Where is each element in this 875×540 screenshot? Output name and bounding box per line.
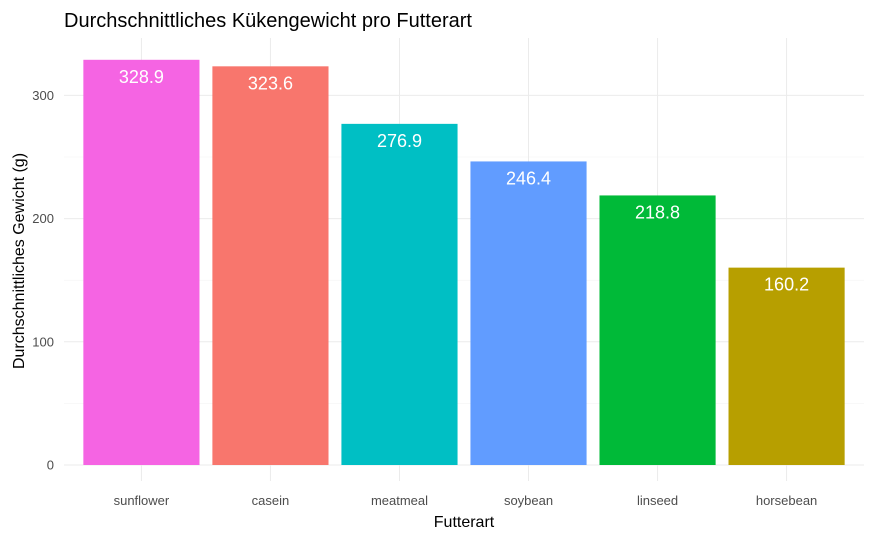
data-label-casein: 323.6 [248, 73, 293, 93]
bar-casein [212, 66, 329, 465]
bars [83, 59, 845, 466]
x-tick-label-sunflower: sunflower [114, 493, 170, 508]
x-tick-label-linseed: linseed [637, 493, 678, 508]
data-labels: 328.9 323.6 276.9 246.4 218.8 160.2 [119, 67, 809, 295]
x-axis-ticks: sunflower casein meatmeal soybean linseed hor… [114, 493, 818, 508]
data-label-sunflower: 328.9 [119, 67, 164, 87]
data-label-horsebean: 160.2 [764, 275, 809, 295]
bar-meatmeal [341, 123, 458, 466]
y-tick-label: 300 [32, 88, 54, 103]
y-tick-label: 100 [32, 334, 54, 349]
bar-sunflower [83, 59, 200, 466]
data-label-soybean: 246.4 [506, 168, 551, 188]
data-label-meatmeal: 276.9 [377, 131, 422, 151]
y-tick-label: 0 [47, 458, 54, 473]
y-tick-label: 200 [32, 211, 54, 226]
x-axis-title: Futterart [434, 514, 495, 531]
chart-title: Durchschnittliches Kükengewicht pro Futt… [64, 10, 472, 32]
bar-linseed [599, 195, 716, 465]
y-axis-title: Durchschnittliches Gewicht (g) [11, 153, 28, 369]
bar-horsebean [728, 267, 845, 465]
x-tick-label-horsebean: horsebean [756, 493, 817, 508]
y-axis-ticks: 0 100 200 300 [32, 88, 54, 473]
x-tick-label-casein: casein [252, 493, 290, 508]
data-label-linseed: 218.8 [635, 202, 680, 222]
x-tick-label-meatmeal: meatmeal [371, 493, 428, 508]
x-tick-label-soybean: soybean [504, 493, 553, 508]
bar-soybean [470, 161, 587, 466]
